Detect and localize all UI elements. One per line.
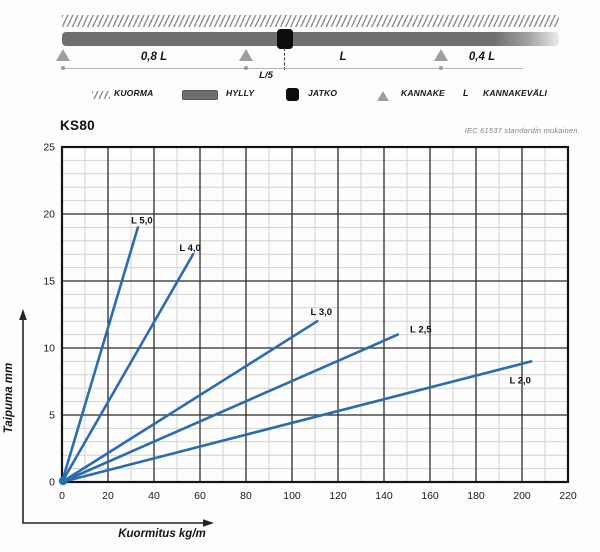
series-label-l-3-0: L 3,0 [311,307,332,318]
y-tick-label: 5 [49,410,55,422]
legend-label-kuorma: KUORMA [114,88,154,98]
plot-frame [60,145,570,484]
support-triangle-icon [377,91,389,101]
shelf-bar-icon [182,90,218,100]
x-tick-label: 40 [148,490,160,502]
legend-label-jatko: JATKO [308,88,338,98]
joint-dashed-line [284,48,285,70]
hatch-load-icon [92,91,110,99]
x-tick-label: 120 [329,490,347,502]
x-tick-label: 60 [194,490,206,502]
series-line-l-5-0 [60,226,140,484]
x-tick-label: 0 [59,490,65,502]
series-label-l-5-0: L 5,0 [131,215,152,226]
series-label-l-4-0: L 4,0 [179,243,200,254]
y-tick-label: 20 [43,209,55,221]
x-tick-label: 200 [513,490,531,502]
x-tick-label: 100 [283,490,301,502]
series-line-l-4-0 [60,252,195,484]
legend-label-hylly: HYLLY [226,88,255,98]
support-triangle-icon [434,49,448,61]
span-mid-label: L [339,51,347,63]
dimension-dot [244,66,248,70]
chart-title: KS80 [60,118,95,133]
support-triangle-icon [239,49,253,61]
series-label-l-2-0: L 2,0 [509,375,530,386]
origin-point [58,476,68,486]
span-right-label: 0,4 L [468,51,496,63]
joint-offset-label: L/5 [259,70,273,81]
dimension-dot [61,66,65,70]
y-tick-label: 15 [43,276,55,288]
legend-label-kannakevali: KANNAKEVÄLI [483,88,548,98]
support-triangle-icon [56,49,70,61]
series-label-l-2-5: L 2,5 [410,325,432,336]
load-hatch-band [62,15,559,27]
x-tick-label: 20 [102,490,114,502]
joint-square [277,29,293,49]
dimension-line [62,68,523,69]
y-tick-label: 10 [43,343,55,355]
x-tick-label: 140 [375,490,393,502]
x-tick-label: 160 [421,490,439,502]
y-tick-label: 0 [49,477,55,489]
y-axis-arrowhead-icon [19,309,27,320]
letter-l-symbol: L [463,88,469,98]
y-tick-label: 25 [43,142,55,154]
series-line-l-2-0 [60,360,533,484]
dimension-dot [439,66,443,70]
x-tick-label: 180 [467,490,485,502]
span-left-label: 0,8 L [140,51,168,63]
series-line-l-3-0 [60,319,319,484]
joint-square-icon [286,88,299,101]
legend-label-kannake: KANNAKE [401,88,445,98]
x-axis-arrowhead-icon [203,519,214,527]
x-tick-label: 220 [559,490,577,502]
y-axis-title: Taipuma mm [3,363,15,434]
x-axis-title: Kuormitus kg/m [118,528,206,540]
schematic-legend: KUORMA HYLLY JATKO KANNAKE L KANNAKEVÄLI [0,86,600,106]
shelf-bar [62,32,559,46]
standard-note: IEC 61537 standardin mukainen. [464,126,580,135]
series-line-l-2-5 [60,333,400,484]
x-tick-label: 80 [240,490,252,502]
